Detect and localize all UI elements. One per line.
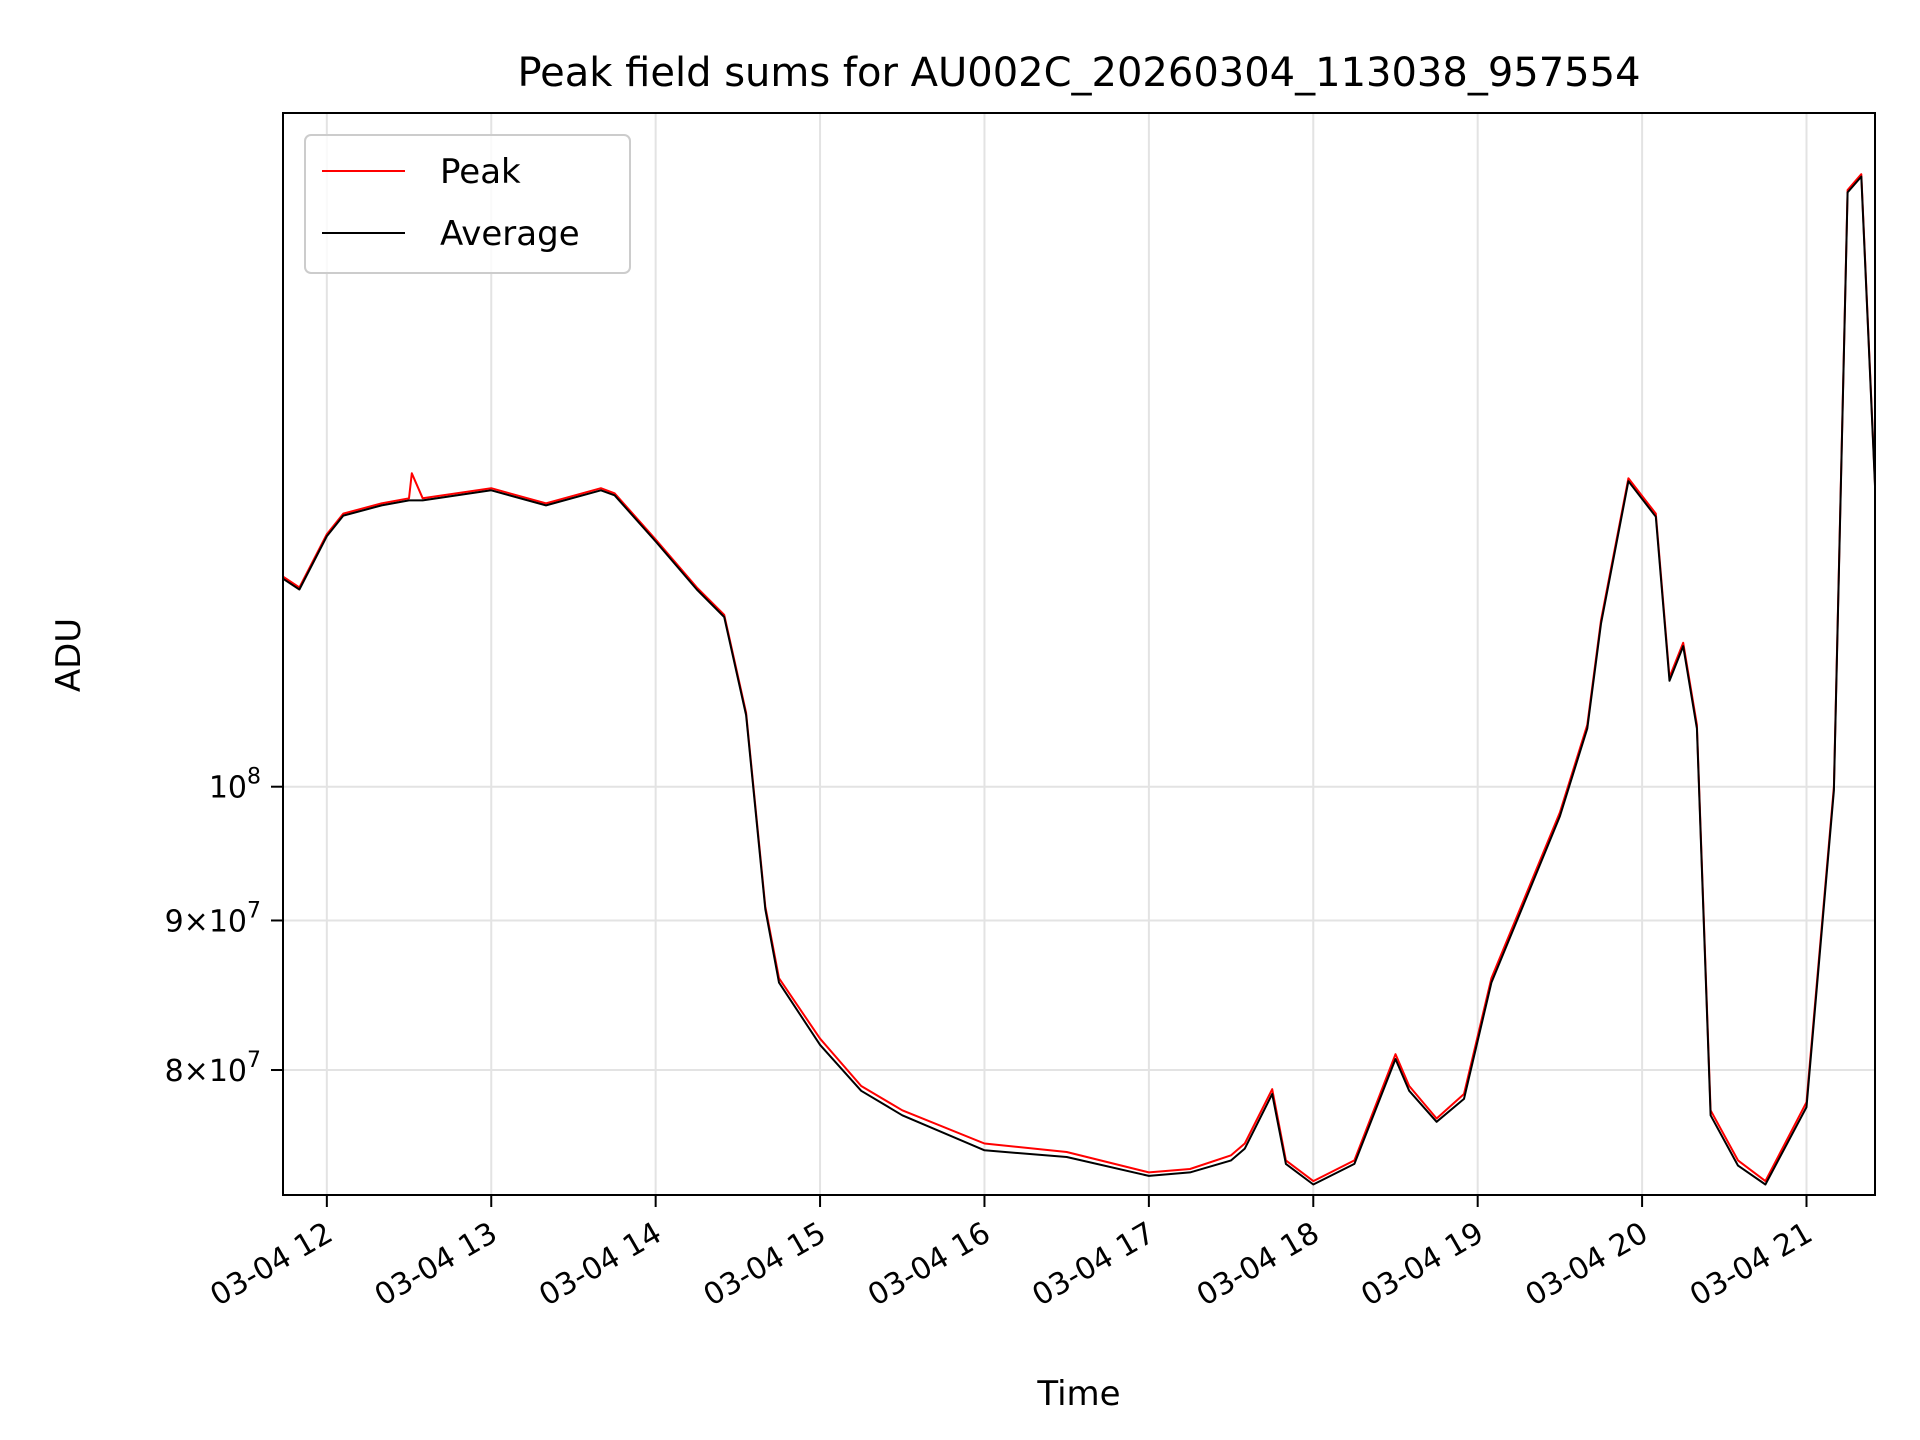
legend-average-label: Average xyxy=(440,214,580,254)
grid-lines xyxy=(283,113,1875,1195)
y-axis-ticks: 108 9×107 8×107 xyxy=(165,765,283,1089)
plot-area xyxy=(283,173,1875,1186)
y-tick-label: 9×107 xyxy=(165,898,261,939)
legend: Peak Average xyxy=(304,134,631,274)
legend-box xyxy=(304,134,631,274)
series-line-average xyxy=(283,175,1875,1186)
y-tick-label: 8×107 xyxy=(165,1048,261,1089)
y-axis-title: ADU xyxy=(49,618,89,692)
x-axis-title: Time xyxy=(1036,1374,1120,1414)
legend-peak-label: Peak xyxy=(440,152,521,192)
chart-title: Peak field sums for AU002C_20260304_1130… xyxy=(517,50,1640,96)
y-tick-label: 108 xyxy=(209,765,261,806)
axes-frame xyxy=(282,112,1876,1196)
